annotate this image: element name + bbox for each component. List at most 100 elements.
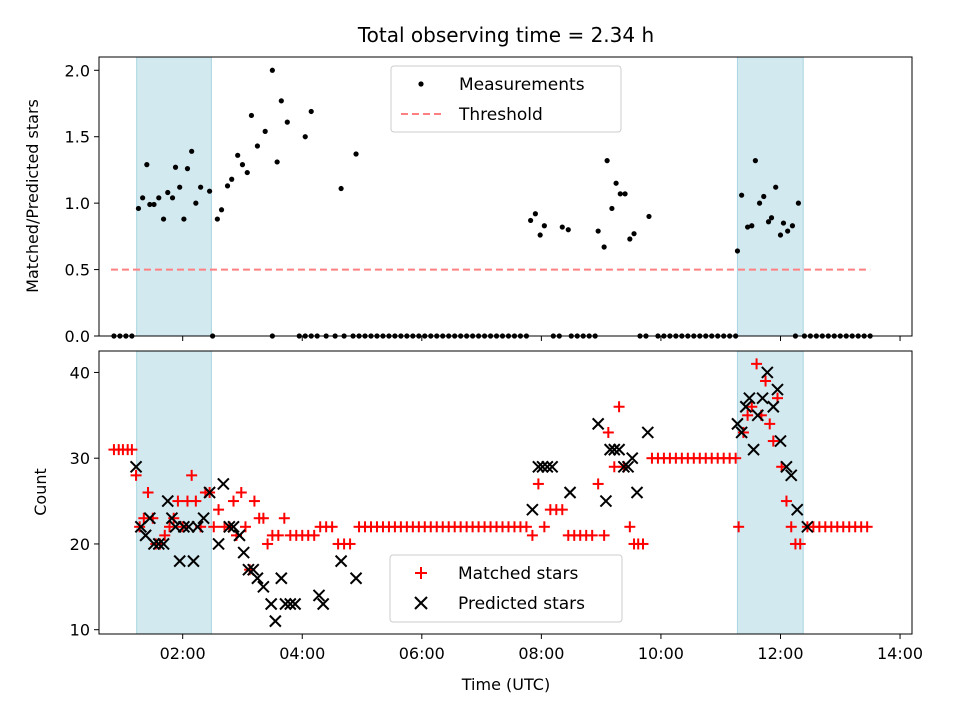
measurement-point [749, 223, 755, 229]
predicted-star-point [182, 520, 195, 534]
predicted-star-point [761, 366, 774, 379]
count-y-tick-label: 30 [70, 449, 90, 468]
predicted-star-point [165, 512, 179, 525]
matched-star-point [780, 495, 792, 507]
matched-star-point [556, 504, 568, 516]
measurement-point [761, 193, 767, 200]
measurement-point [780, 220, 787, 226]
measurement-point [734, 248, 741, 254]
predicted-star-point [212, 537, 225, 551]
predicted-star-point [257, 580, 270, 594]
predicted-star-point [334, 554, 348, 568]
measurement-point [595, 228, 601, 234]
measurement-point [248, 112, 255, 119]
matched-star-point [532, 478, 544, 490]
predicted-star-point [143, 512, 157, 525]
matched-star-point [586, 529, 598, 541]
measurement-point [140, 195, 146, 201]
measurement-point [308, 108, 314, 115]
measurement-point [172, 164, 179, 170]
matched-star-point [272, 529, 284, 541]
ratio-panel: 0.00.51.01.52.0 Matched/Predicted stars … [23, 56, 913, 346]
matched-star-point [168, 512, 180, 524]
measurement-point [165, 189, 171, 196]
ratio-panel-frame [98, 56, 913, 337]
predicted-star-point [284, 597, 297, 611]
predicted-star-point [774, 434, 787, 448]
matched-star-point [733, 521, 745, 533]
measurement-point [601, 244, 607, 250]
predicted-star-point [739, 400, 753, 413]
measurement-point [198, 184, 204, 190]
measurement-point [284, 119, 290, 125]
measurement-point [184, 166, 191, 172]
measurement-point [604, 158, 610, 164]
matched-star-point [308, 529, 320, 541]
measurement-point [765, 219, 772, 225]
x-tick-label: 04:00 [279, 644, 325, 663]
matched-star-point [326, 521, 338, 533]
measurement-point [541, 223, 547, 229]
legend-measurements-label: Measurements [459, 75, 585, 95]
predicted-star-point [173, 554, 186, 568]
predicted-star-point [630, 486, 644, 499]
ratio-observing-window-1 [736, 56, 804, 337]
x-tick-label: 12:00 [757, 644, 803, 663]
predicted-star-point [608, 443, 621, 456]
matched-star-point [235, 487, 247, 498]
matched-star-point [730, 452, 742, 464]
predicted-star-point [801, 520, 814, 534]
predicted-star-point [735, 426, 748, 439]
measurement-point [169, 195, 176, 201]
measurement-point [752, 158, 758, 164]
matched-star-point [164, 521, 176, 533]
count-y-tick-label: 40 [70, 363, 90, 382]
x-tick-label: 02:00 [160, 644, 206, 663]
measurement-point [559, 224, 565, 230]
count-y-tick-label: 20 [70, 535, 90, 554]
predicted-star-point [767, 400, 780, 413]
measurement-point [160, 216, 167, 222]
predicted-star-point [743, 391, 756, 405]
measurement-point [745, 224, 751, 230]
count-y-axis-label: Count [31, 468, 50, 516]
measurement-point [181, 216, 187, 222]
ratio-y-tick-label: 1.0 [65, 194, 90, 213]
count-legend-box [389, 554, 623, 623]
measurement-point [189, 148, 195, 154]
count-panel-frame [98, 350, 913, 635]
matched-star-point [262, 538, 274, 550]
measurement-point [609, 205, 615, 212]
measurement-point [622, 191, 628, 197]
legend-threshold-label: Threshold [458, 105, 543, 125]
measurement-point [613, 180, 619, 186]
predicted-star-point [152, 537, 165, 551]
predicted-star-point [756, 391, 769, 405]
predicted-star-point [591, 417, 605, 431]
ratio-legend-box [390, 65, 622, 133]
predicted-star-point [612, 443, 626, 456]
measurement-point [537, 232, 543, 238]
matched-star-point [592, 478, 604, 490]
matched-star-point [598, 529, 610, 541]
predicted-star-point [237, 546, 250, 559]
legend-measurements-marker [418, 81, 424, 87]
measurement-point [617, 191, 623, 197]
predicted-star-point [536, 460, 549, 473]
measurement-point [646, 213, 652, 220]
matched-star-point [520, 521, 532, 533]
matched-star-point [861, 521, 873, 533]
measurement-point [785, 228, 791, 234]
measurement-point [302, 134, 308, 140]
predicted-star-point [227, 520, 240, 534]
measurement-point [789, 223, 796, 229]
predicted-star-point [288, 597, 302, 611]
matched-star-point [172, 495, 184, 507]
matched-star-point [142, 487, 154, 498]
predicted-star-point [785, 469, 798, 482]
ratio-y-tick-label: 0.5 [65, 261, 90, 280]
measurement-point [229, 176, 235, 182]
predicted-star-point [269, 614, 282, 628]
matched-star-point [624, 521, 636, 533]
